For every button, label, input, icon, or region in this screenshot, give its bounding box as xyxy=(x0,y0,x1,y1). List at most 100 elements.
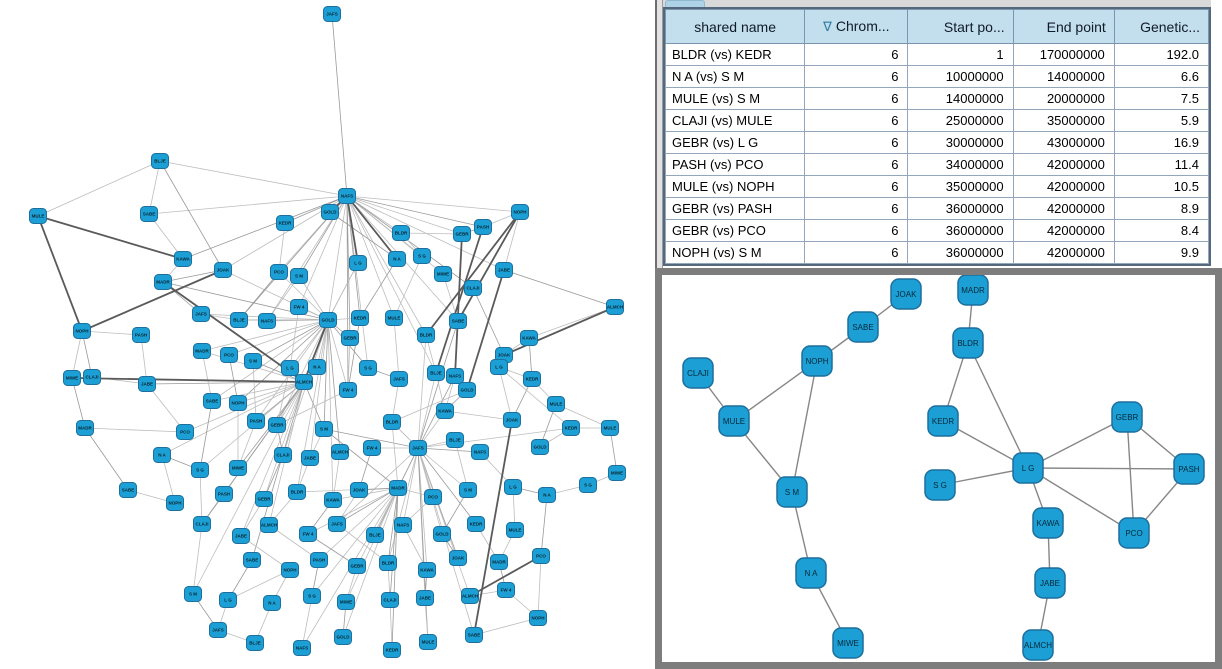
table-cell[interactable]: PASH (vs) PCO xyxy=(664,153,806,176)
network-node[interactable]: MADR xyxy=(193,343,211,359)
network-edge[interactable] xyxy=(346,195,521,213)
network-node[interactable]: S G xyxy=(303,588,321,604)
node-shape[interactable] xyxy=(215,486,233,502)
table-row[interactable]: MULE (vs) S M 6 14000000 20000000 7.5 xyxy=(664,87,1210,110)
network-node[interactable]: PASH xyxy=(310,552,328,568)
network-edge-heavy[interactable] xyxy=(469,555,542,597)
network-node[interactable]: NAFS xyxy=(394,517,412,533)
node-shape[interactable] xyxy=(260,517,278,533)
network-edge[interactable] xyxy=(346,195,463,235)
node-shape[interactable] xyxy=(339,382,357,398)
node-shape[interactable] xyxy=(232,528,250,544)
network-edge-heavy[interactable] xyxy=(37,215,184,260)
network-node[interactable]: NOPH xyxy=(166,495,184,511)
network-edge[interactable] xyxy=(417,320,459,449)
network-node[interactable]: MULE xyxy=(547,396,565,412)
table-cell[interactable]: 36000000 xyxy=(907,241,1014,264)
node-shape[interactable] xyxy=(523,371,541,387)
subnetwork-edge[interactable] xyxy=(1027,416,1128,469)
network-node[interactable]: KEDR xyxy=(562,420,580,436)
network-node[interactable]: JAFS xyxy=(192,306,210,322)
table-cell[interactable]: 20000000 xyxy=(1012,87,1115,110)
node-shape[interactable] xyxy=(385,310,403,326)
network-node[interactable]: S G xyxy=(413,248,431,264)
node-shape[interactable] xyxy=(192,306,210,322)
network-node[interactable]: MIWE xyxy=(337,594,355,610)
subnetwork-node[interactable]: JABE xyxy=(1034,567,1066,599)
network-node[interactable]: SABE xyxy=(243,552,261,568)
network-node[interactable]: FW 4 xyxy=(290,299,308,315)
network-edge[interactable] xyxy=(417,372,437,449)
table-header-start-po-[interactable]: Start po... xyxy=(907,9,1014,44)
network-edge[interactable] xyxy=(387,447,419,564)
node-shape[interactable] xyxy=(209,622,227,638)
network-edge-heavy[interactable] xyxy=(457,211,521,322)
network-node[interactable]: MADR xyxy=(389,480,407,496)
network-node[interactable]: N A xyxy=(153,447,171,463)
network-edge-heavy[interactable] xyxy=(466,269,505,391)
network-node[interactable]: SABE xyxy=(203,393,221,409)
network-node[interactable]: N A xyxy=(308,359,326,375)
table-cell[interactable]: 34000000 xyxy=(907,153,1014,176)
table-cell[interactable]: 8.9 xyxy=(1113,197,1210,220)
node-shape[interactable] xyxy=(497,582,515,598)
node-shape[interactable] xyxy=(348,558,366,574)
table-cell[interactable]: 43000000 xyxy=(1012,131,1115,154)
network-edge[interactable] xyxy=(266,319,329,322)
network-node[interactable]: PCO xyxy=(220,347,238,363)
network-edge[interactable] xyxy=(289,319,329,369)
node-shape[interactable] xyxy=(1012,452,1044,484)
node-shape[interactable] xyxy=(379,555,397,571)
network-edge[interactable] xyxy=(237,381,305,404)
node-shape[interactable] xyxy=(319,312,337,328)
table-cell[interactable]: 6 xyxy=(804,241,909,264)
pane-divider[interactable] xyxy=(655,0,663,268)
node-shape[interactable] xyxy=(328,516,346,532)
network-edge-heavy[interactable] xyxy=(303,319,329,383)
network-edge[interactable] xyxy=(146,383,186,433)
node-shape[interactable] xyxy=(449,313,467,329)
network-edge[interactable] xyxy=(140,334,148,385)
network-edge-heavy[interactable] xyxy=(454,233,463,377)
network-edge[interactable] xyxy=(393,317,400,380)
network-node[interactable]: MULE xyxy=(506,522,524,538)
network-edge-heavy[interactable] xyxy=(346,195,359,264)
network-edge[interactable] xyxy=(327,319,349,391)
node-shape[interactable] xyxy=(529,610,547,626)
network-node[interactable]: KEDR xyxy=(523,371,541,387)
subnetwork-node[interactable]: CLAJI xyxy=(682,357,714,389)
network-node[interactable]: NOPH xyxy=(529,610,547,626)
node-shape[interactable] xyxy=(409,440,427,456)
network-edge[interactable] xyxy=(263,381,305,500)
subnetwork-node[interactable]: SABE xyxy=(847,311,879,343)
node-shape[interactable] xyxy=(174,251,192,267)
node-shape[interactable] xyxy=(281,360,299,376)
subnetwork-node[interactable]: S M xyxy=(776,476,808,508)
node-shape[interactable] xyxy=(303,588,321,604)
network-node[interactable]: GOLD xyxy=(531,439,549,455)
network-edge-heavy[interactable] xyxy=(473,419,513,636)
node-shape[interactable] xyxy=(474,219,492,235)
network-node[interactable]: SABE xyxy=(465,627,483,643)
network-node[interactable]: BLDR xyxy=(417,327,435,343)
network-edge[interactable] xyxy=(227,569,291,601)
network-node[interactable]: BLDR xyxy=(392,225,410,241)
network-node[interactable]: KAWA xyxy=(436,403,454,419)
network-edge[interactable] xyxy=(391,389,468,423)
subnetwork-node[interactable]: GEBR xyxy=(1111,401,1143,433)
table-row[interactable]: PASH (vs) PCO 6 34000000 42000000 11.4 xyxy=(664,153,1210,176)
network-node[interactable]: NOPH xyxy=(511,204,529,220)
table-header-chrom-[interactable]: ∇ Chrom... xyxy=(804,9,909,44)
network-edge[interactable] xyxy=(276,367,291,426)
network-edge[interactable] xyxy=(347,317,361,391)
node-shape[interactable] xyxy=(531,439,549,455)
network-edge-heavy[interactable] xyxy=(71,377,305,383)
network-edge[interactable] xyxy=(289,306,300,369)
table-cell[interactable]: 11.4 xyxy=(1113,153,1210,176)
network-edge[interactable] xyxy=(192,381,305,595)
network-node[interactable]: S M xyxy=(290,268,308,284)
node-shape[interactable] xyxy=(315,421,333,437)
table-row[interactable]: BLDR (vs) KEDR 6 1 170000000 192.0 xyxy=(664,43,1210,66)
network-node[interactable]: MULE xyxy=(601,420,619,436)
table-cell[interactable]: 42000000 xyxy=(1012,241,1115,264)
